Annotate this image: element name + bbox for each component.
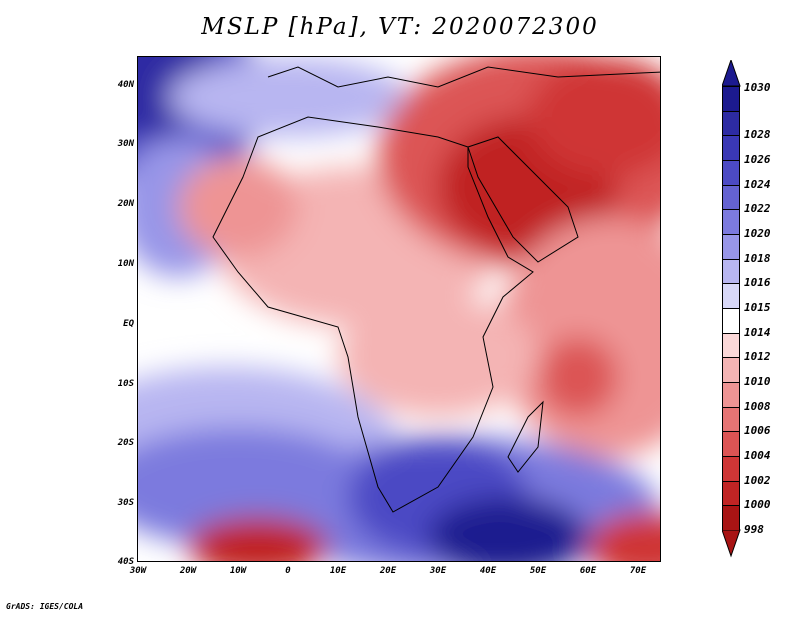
colorbar-cell (722, 456, 740, 481)
colorbar-cell (722, 258, 740, 284)
colorbar-label: 1022 (744, 202, 771, 216)
madagascar-coastline (507, 400, 544, 473)
colorbar-label: 1002 (744, 473, 771, 487)
lat-label: EQ (123, 319, 134, 329)
lon-label: 50E (529, 566, 547, 576)
colorbar-cell (722, 86, 740, 111)
lat-label: 20S (117, 438, 134, 448)
colorbar-label: 1006 (744, 424, 771, 438)
lon-label: 40E (479, 566, 497, 576)
lat-label: 30N (117, 139, 134, 149)
colorbar: 1030 1028 1026 1024 1022 1020 1018 1016 1015 1014… (722, 60, 800, 560)
lon-label: 20E (379, 566, 397, 576)
colorbar-label: 1008 (744, 399, 771, 413)
colorbar-cell (722, 110, 740, 136)
colorbar-label: 1016 (744, 276, 771, 290)
colorbar-label: 1014 (744, 325, 771, 339)
arabia-coastline (467, 136, 579, 263)
colorbar-cell (722, 382, 740, 407)
lat-label: 40S (117, 557, 134, 567)
lat-label: 40N (117, 80, 134, 90)
colorbar-cell (722, 406, 740, 432)
pressure-field (138, 57, 660, 561)
lon-label: 30E (429, 566, 447, 576)
colorbar-label: 1015 (744, 301, 771, 314)
colorbar-label: 1018 (744, 251, 771, 265)
colorbar-cell (722, 480, 740, 506)
europe-coastline (267, 66, 660, 88)
colorbar-cell (722, 184, 740, 210)
colorbar-cell (722, 135, 740, 160)
pressure-map (137, 56, 661, 562)
colorbar-cell (722, 505, 740, 530)
colorbar-cell (722, 209, 740, 234)
colorbar-cell (722, 283, 740, 308)
lon-label: 10W (229, 566, 247, 576)
colorbar-label: 1010 (744, 375, 771, 388)
chart-title: MSLP [hPa], VT: 2020072300 (201, 14, 599, 40)
lat-label: 30S (117, 498, 134, 508)
colorbar-label: 998 (744, 523, 764, 536)
colorbar-cell (722, 234, 740, 259)
lon-label: 10E (329, 566, 347, 576)
colorbar-label: 1028 (744, 128, 771, 142)
colorbar-label: 1026 (744, 153, 771, 166)
colorbar-cell (722, 357, 740, 382)
colorbar-label: 1030 (744, 81, 771, 94)
colorbar-label: 1000 (744, 498, 771, 512)
lon-label: 60E (579, 566, 597, 576)
lat-label: 20N (117, 199, 134, 209)
colorbar-label: 1012 (744, 350, 771, 364)
lon-label: 70E (629, 566, 647, 576)
colorbar-cell (722, 308, 740, 333)
lon-label: 20W (179, 566, 197, 576)
colorbar-top-arrow (722, 60, 741, 87)
lat-label: 10S (117, 379, 134, 389)
colorbar-label: 1020 (744, 227, 771, 240)
colorbar-label: 1004 (744, 449, 771, 462)
lon-label: 30W (129, 566, 147, 576)
credit-text: GrADS: IGES/COLA (6, 602, 84, 611)
lat-label: 10N (117, 259, 134, 269)
colorbar-bottom-arrow (722, 529, 741, 558)
colorbar-cell (722, 431, 740, 456)
pressure-blobs (138, 57, 660, 561)
colorbar-cell (722, 160, 740, 185)
africa-coastline (212, 116, 534, 513)
colorbar-cell (722, 332, 740, 358)
lon-label: 0 (285, 566, 291, 576)
colorbar-label: 1024 (744, 177, 771, 191)
